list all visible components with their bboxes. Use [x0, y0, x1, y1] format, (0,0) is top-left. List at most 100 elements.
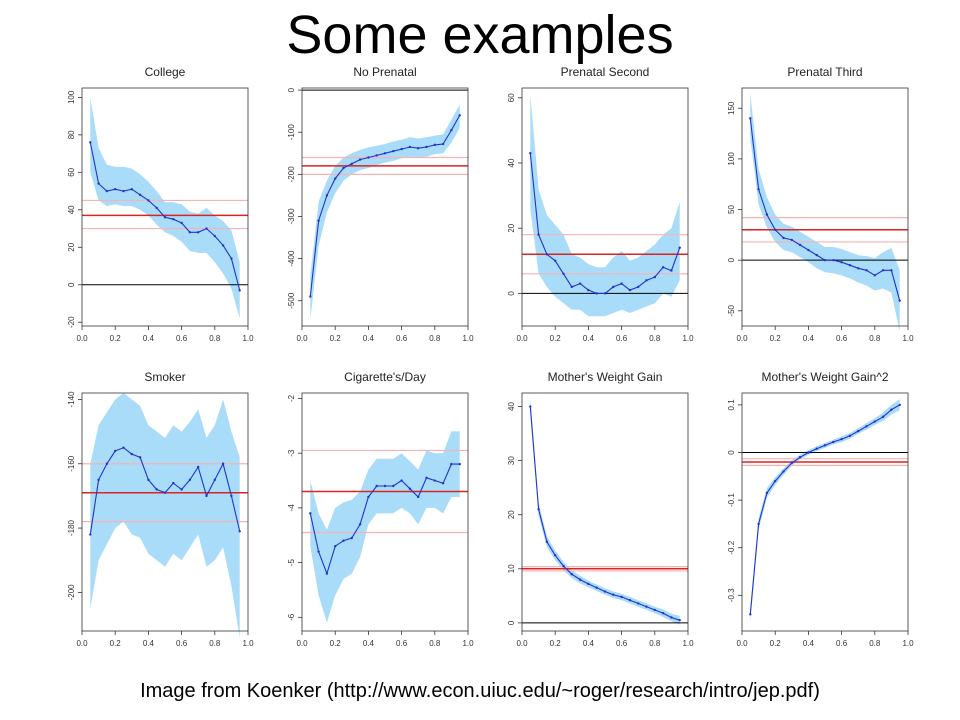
confidence-band [90, 97, 240, 319]
data-point [774, 228, 777, 231]
y-tick-label: -6 [287, 613, 296, 621]
slide-caption: Image from Koenker (http://www.econ.uiuc… [140, 680, 820, 702]
data-point [562, 272, 565, 276]
data-point [392, 149, 395, 153]
x-tick-label: 0.2 [110, 334, 122, 343]
data-point [873, 274, 876, 277]
x-tick-label: 0.2 [330, 334, 342, 343]
y-tick-label: -20 [67, 316, 76, 328]
data-point [358, 158, 362, 161]
x-tick-label: 0.2 [110, 639, 122, 648]
data-point [122, 446, 125, 449]
data-point [620, 282, 623, 285]
data-point [392, 484, 395, 488]
x-tick-label: 1.0 [682, 639, 694, 648]
plot-frame [741, 87, 909, 327]
data-point [873, 420, 876, 423]
data-point [815, 447, 818, 450]
data-point [238, 289, 241, 292]
data-point [537, 508, 540, 511]
x-tick-label: 0.0 [516, 334, 528, 343]
data-point [350, 162, 353, 166]
data-point [163, 491, 167, 494]
x-tick-label: 0.8 [869, 334, 881, 343]
y-tick-label: 60 [67, 167, 76, 176]
data-point [637, 285, 640, 289]
data-point [848, 434, 852, 438]
data-point [188, 478, 192, 482]
x-tick-label: 0.4 [583, 334, 595, 343]
confidence-band [310, 104, 460, 320]
plot-frame [741, 392, 909, 632]
data-point [400, 147, 403, 151]
x-tick-label: 0.6 [176, 334, 188, 343]
x-tick-label: 0.4 [803, 334, 815, 343]
x-tick-label: 1.0 [902, 639, 914, 648]
data-point [97, 182, 100, 185]
chart-prenatal-second: Prenatal Second 0.0 0.2 0.4 0.6 0.8 1.0 0 20 40 60 [507, 65, 694, 343]
data-point [375, 154, 378, 157]
confidence-band [530, 94, 680, 317]
data-point [317, 550, 320, 553]
data-point [417, 147, 420, 150]
data-point [857, 429, 860, 433]
data-point [612, 285, 615, 289]
data-point [138, 456, 142, 459]
data-point [587, 582, 590, 586]
x-tick-label: 0.6 [836, 334, 848, 343]
data-point [554, 554, 557, 557]
data-point [661, 266, 665, 269]
data-point [350, 536, 353, 540]
y-tick-label: -4 [287, 504, 296, 512]
y-tick-label: 60 [507, 93, 516, 102]
data-point [898, 299, 901, 302]
data-point [749, 613, 752, 616]
y-tick-label: 0.1 [727, 399, 736, 411]
data-point [221, 462, 225, 465]
data-point [645, 279, 648, 282]
y-tick-label: -160 [67, 455, 76, 472]
data-point [815, 253, 818, 257]
data-point [637, 602, 640, 605]
data-point [375, 484, 378, 488]
x-tick-label: 0.2 [330, 639, 342, 648]
data-point [765, 491, 769, 495]
data-point [865, 269, 868, 272]
data-point [578, 578, 582, 581]
data-point [433, 479, 436, 482]
y-tick-label: 0 [287, 87, 296, 92]
data-point [114, 187, 117, 191]
chart-title: Mother's Weight Gain^2 [761, 370, 888, 384]
x-tick-label: 0.4 [583, 639, 595, 648]
y-tick-label: -180 [67, 520, 76, 537]
quantile-line [749, 404, 900, 615]
data-point [358, 523, 362, 526]
y-tick-label: 100 [67, 90, 76, 104]
data-point [383, 484, 387, 488]
chart-college: College 0.0 0.2 0.4 0.6 0.8 1.0 -20 0 20 40 60 80 100 [67, 65, 254, 343]
data-point [898, 403, 901, 407]
chart-panel-cigarettes-day: Cigarette's/Day 0.0 0.2 0.4 0.6 0.8 1.0 -6 -5 -4 -… [260, 363, 480, 668]
data-point [180, 488, 183, 491]
data-point [612, 593, 615, 596]
y-tick-label: -300 [287, 208, 296, 225]
chart-title: Prenatal Second [561, 65, 650, 79]
y-tick-label: -2 [287, 394, 296, 402]
x-tick-label: 0.4 [363, 639, 375, 648]
data-point [89, 141, 92, 144]
data-point [798, 243, 802, 247]
y-tick-label: 0 [507, 291, 516, 296]
data-point [334, 544, 337, 548]
data-point [628, 598, 632, 602]
y-tick-label: -500 [287, 292, 296, 309]
x-tick-label: 0.4 [143, 639, 155, 648]
x-tick-label: 1.0 [242, 334, 254, 343]
x-tick-label: 0.8 [429, 639, 441, 648]
x-tick-label: 0.8 [429, 334, 441, 343]
data-point [798, 456, 802, 459]
y-tick-label: 40 [67, 205, 76, 214]
data-point [105, 189, 109, 193]
x-tick-label: 0.0 [76, 334, 88, 343]
data-point [678, 246, 681, 249]
data-point [400, 479, 403, 482]
